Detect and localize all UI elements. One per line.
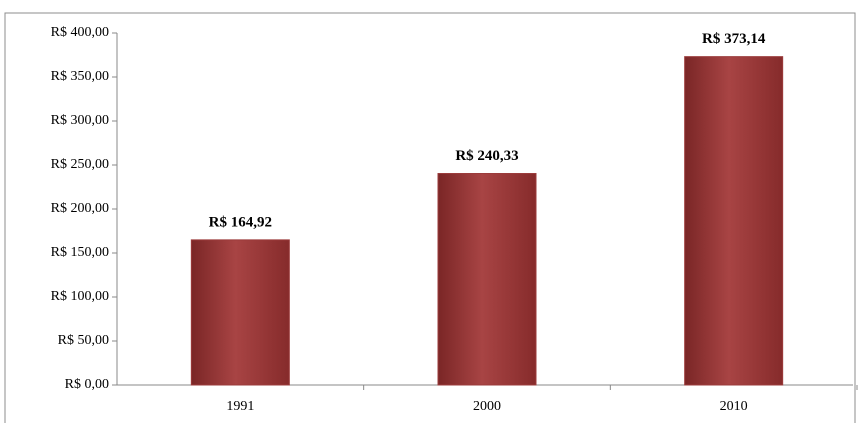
y-tick-label: R$ 50,00 [58, 333, 109, 348]
y-tick-label: R$ 100,00 [51, 289, 109, 304]
value-label: R$ 164,92 [209, 214, 272, 230]
x-tick-label: 1991 [226, 399, 254, 414]
chart-frame [4, 12, 856, 423]
y-tick-label: R$ 0,00 [65, 377, 109, 392]
bar [684, 56, 784, 386]
bar [437, 173, 537, 386]
y-tick-label: R$ 250,00 [51, 157, 109, 172]
y-tick-label: R$ 400,00 [51, 25, 109, 40]
value-label: R$ 240,33 [455, 148, 518, 164]
x-tick-label: 2010 [720, 399, 748, 414]
y-tick-label: R$ 300,00 [51, 113, 109, 128]
value-label: R$ 373,14 [702, 31, 766, 47]
bar [190, 239, 290, 386]
y-tick-label: R$ 150,00 [51, 245, 109, 260]
x-tick-label: 2000 [473, 399, 501, 414]
y-tick-label: R$ 200,00 [51, 201, 109, 216]
y-tick-label: R$ 350,00 [51, 69, 109, 84]
